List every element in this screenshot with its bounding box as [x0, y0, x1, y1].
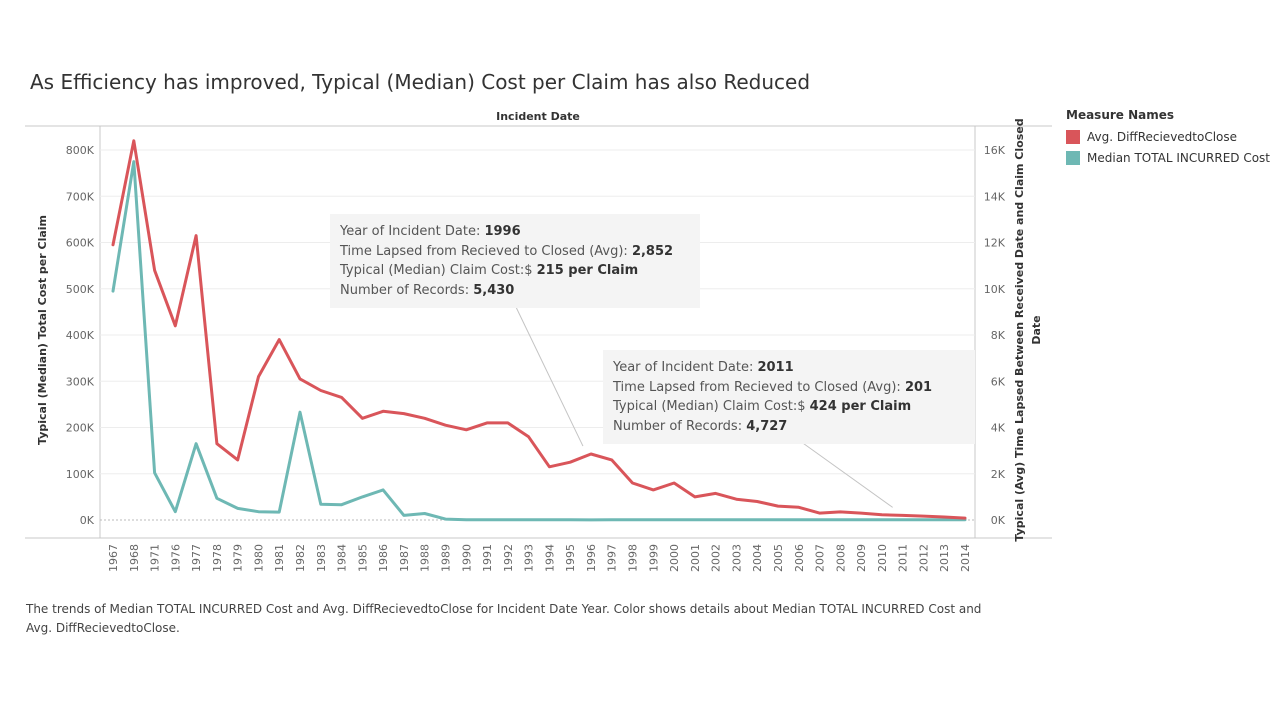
tooltip-row: Time Lapsed from Recieved to Closed (Avg…	[613, 379, 933, 395]
x-tick-label: 1992	[502, 544, 515, 572]
right-tick-label: 16K	[984, 144, 1006, 157]
x-tick-label: 1981	[273, 544, 286, 572]
left-tick-label: 400K	[66, 329, 95, 342]
chart-title: As Efficiency has improved, Typical (Med…	[30, 70, 811, 94]
left-axis-ticks: 0K 100K 200K 300K 400K 500K 600K 700K 800K	[66, 144, 95, 527]
x-tick-label: 2003	[730, 544, 743, 572]
series-lines	[111, 139, 967, 522]
x-tick-label: 1991	[481, 544, 494, 572]
tooltip-leader-lines	[514, 304, 893, 508]
incident-date-label: Incident Date	[496, 110, 580, 123]
x-tick-label: 2010	[876, 544, 889, 572]
x-tick-label: 1983	[315, 544, 328, 572]
legend-label-median-cost: Median TOTAL INCURRED Cost	[1087, 150, 1271, 165]
x-tick-label: 1987	[398, 544, 411, 572]
x-tick-label: 1994	[543, 544, 556, 572]
right-axis-label-line1: Typical (Avg) Time Lapsed Between Receiv…	[1013, 118, 1026, 541]
x-tick-label: 2000	[668, 544, 681, 572]
x-tick-label: 2011	[897, 544, 910, 572]
x-tick-label: 1971	[149, 544, 162, 572]
right-tick-label: 0K	[991, 514, 1006, 527]
x-tick-label: 1989	[439, 544, 452, 572]
tooltip-row: Year of Incident Date: 1996	[340, 224, 521, 239]
x-tick-label: 1977	[190, 544, 203, 572]
line-avg-diff-received-to-close[interactable]	[111, 139, 967, 520]
x-tick-label: 2002	[710, 544, 723, 572]
legend-title: Measure Names	[1066, 108, 1175, 122]
x-tick-label: 2009	[855, 544, 868, 572]
right-tick-label: 2K	[991, 468, 1006, 481]
x-tick-label: 2005	[772, 544, 785, 572]
x-tick-label: 1985	[356, 544, 369, 572]
x-tick-label: 2001	[689, 544, 702, 572]
x-tick-label: 2013	[938, 544, 951, 572]
x-tick-label: 2014	[959, 544, 972, 572]
x-tick-label: 1980	[252, 544, 265, 572]
x-axis-ticks: 1967 1968 1971 1976 1977 1978 1979 1980 1981 1982…	[107, 544, 972, 572]
legend: Measure Names Avg. DiffRecievedtoClose M…	[1066, 108, 1270, 168]
tooltip-row: Number of Records: 5,430	[340, 282, 515, 298]
left-tick-label: 100K	[66, 468, 95, 481]
right-axis-label-line2: Date	[1030, 315, 1043, 344]
right-tick-label: 12K	[984, 237, 1006, 250]
tooltip-row: Time Lapsed from Recieved to Closed (Avg…	[340, 243, 674, 259]
x-tick-label: 1979	[232, 544, 245, 572]
right-tick-label: 8K	[991, 329, 1006, 342]
left-tick-label: 0K	[80, 514, 95, 527]
x-tick-label: 2008	[834, 544, 847, 572]
left-tick-label: 200K	[66, 422, 95, 435]
right-tick-label: 6K	[991, 375, 1006, 388]
x-tick-label: 1995	[564, 544, 577, 572]
x-tick-label: 1967	[107, 544, 120, 572]
gridlines	[100, 149, 975, 521]
x-tick-label: 2004	[751, 544, 764, 572]
x-tick-label: 1996	[585, 544, 598, 572]
legend-item-median-cost[interactable]: Median TOTAL INCURRED Cost	[1066, 147, 1270, 168]
left-tick-label: 300K	[66, 375, 95, 388]
left-tick-label: 500K	[66, 283, 95, 296]
tooltip-1996: Year of Incident Date: 1996 Time Lapsed …	[330, 214, 700, 308]
legend-label-avg-diff: Avg. DiffRecievedtoClose	[1087, 129, 1238, 144]
left-tick-label: 800K	[66, 144, 95, 157]
leader-line-1996	[514, 304, 584, 447]
x-tick-label: 1988	[419, 544, 432, 572]
chart-caption: The trends of Median TOTAL INCURRED Cost…	[26, 602, 982, 635]
tooltip-row: Year of Incident Date: 2011	[613, 360, 794, 375]
x-tick-label: 2012	[917, 544, 930, 572]
x-tick-label: 1978	[211, 544, 224, 572]
right-tick-label: 14K	[984, 190, 1006, 203]
x-tick-label: 1982	[294, 544, 307, 572]
x-tick-label: 1984	[336, 544, 349, 572]
legend-item-avg-diff[interactable]: Avg. DiffRecievedtoClose	[1066, 126, 1270, 147]
line-median-total-incurred-cost[interactable]	[111, 160, 967, 522]
left-tick-label: 700K	[66, 190, 95, 203]
legend-swatch-red	[1066, 129, 1080, 144]
x-tick-label: 1999	[647, 544, 660, 572]
x-tick-label: 1998	[627, 544, 640, 572]
tooltip-2011: Year of Incident Date: 2011 Time Lapsed …	[603, 350, 975, 444]
x-tick-label: 1986	[377, 544, 390, 572]
right-axis-ticks: 0K 2K 4K 6K 8K 10K 12K 14K 16K	[984, 144, 1006, 527]
x-tick-label: 1997	[606, 544, 619, 572]
tooltip-row: Typical (Median) Claim Cost:$ 215 per Cl…	[340, 263, 639, 278]
leader-line-2011	[799, 440, 893, 508]
x-tick-label: 1976	[169, 544, 182, 572]
x-tick-label: 1990	[460, 544, 473, 572]
x-tick-label: 1968	[128, 544, 141, 572]
left-axis-label: Typical (Median) Total Cost per Claim	[36, 215, 49, 445]
x-tick-label: 2007	[814, 544, 827, 572]
chart-frame	[25, 125, 1052, 539]
legend-swatch-teal	[1066, 150, 1080, 165]
tooltip-row: Number of Records: 4,727	[613, 418, 788, 434]
tooltip-row: Typical (Median) Claim Cost:$ 424 per Cl…	[613, 399, 912, 414]
left-tick-label: 600K	[66, 237, 95, 250]
x-tick-label: 2006	[793, 544, 806, 572]
right-tick-label: 10K	[984, 283, 1006, 296]
x-tick-label: 1993	[523, 544, 536, 572]
right-tick-label: 4K	[991, 422, 1006, 435]
